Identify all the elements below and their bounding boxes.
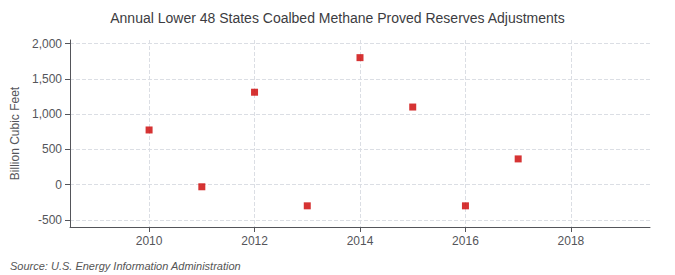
svg-text:2016: 2016 — [452, 234, 479, 248]
svg-text:2,000: 2,000 — [32, 37, 62, 51]
svg-text:2012: 2012 — [241, 234, 268, 248]
svg-text:-500: -500 — [38, 213, 62, 227]
svg-text:Source: U.S. Energy Informatio: Source: U.S. Energy Information Administ… — [10, 260, 241, 272]
svg-text:2014: 2014 — [347, 234, 374, 248]
svg-text:2018: 2018 — [558, 234, 585, 248]
svg-text:500: 500 — [42, 142, 62, 156]
svg-text:Annual Lower 48 States Coalbed: Annual Lower 48 States Coalbed Methane P… — [110, 10, 565, 26]
svg-text:1,500: 1,500 — [32, 72, 62, 86]
svg-text:2010: 2010 — [136, 234, 163, 248]
svg-text:Billion Cubic Feet: Billion Cubic Feet — [8, 86, 22, 180]
svg-text:0: 0 — [55, 178, 62, 192]
svg-text:1,000: 1,000 — [32, 107, 62, 121]
